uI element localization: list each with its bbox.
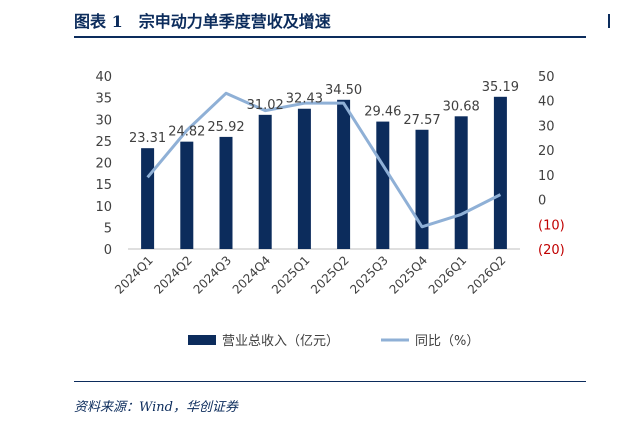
- bar: [258, 114, 272, 249]
- side-mark: [608, 14, 620, 28]
- data-label: 34.50: [325, 83, 362, 98]
- y-left-tick-label: 35: [95, 92, 112, 107]
- x-tick-label: 2025Q2: [308, 253, 352, 297]
- bar: [376, 121, 390, 249]
- figure-title: 图表 1 宗申动力单季度营收及增速: [74, 12, 331, 31]
- legend-label-revenue: 营业总收入（亿元）: [222, 334, 339, 349]
- line-series: [146, 91, 502, 229]
- bar: [180, 141, 194, 249]
- bar: [337, 99, 351, 249]
- bottom-rule: [74, 381, 586, 382]
- x-tick-label: 2025Q3: [347, 253, 391, 297]
- bar: [297, 108, 311, 249]
- legend-swatch-revenue: [188, 335, 216, 345]
- bar-series: [141, 96, 507, 250]
- x-tick-label: 2024Q2: [151, 253, 195, 297]
- bar: [454, 116, 468, 250]
- y-right-tick-label: 30: [538, 119, 555, 134]
- y-right-tick-label: (20): [538, 243, 565, 258]
- y-right-tick-label: 0: [538, 194, 546, 209]
- y-left-tick-label: 10: [95, 200, 112, 215]
- y-right-tick-label: 40: [538, 95, 555, 110]
- top-rule: [74, 36, 586, 38]
- y-right-tick-label: 50: [538, 70, 555, 85]
- data-label: 27.57: [403, 113, 440, 128]
- data-label: 32.43: [286, 92, 323, 107]
- y-left-tick-label: 40: [95, 70, 112, 85]
- x-tick-label: 2024Q4: [230, 253, 274, 297]
- legend: 营业总收入（亿元） 同比（%）: [188, 334, 479, 349]
- bar: [493, 96, 507, 249]
- data-label: 25.92: [207, 120, 244, 135]
- data-label: 30.68: [443, 99, 480, 114]
- legend-label-yoy: 同比（%）: [415, 334, 479, 349]
- y-right-tick-label: 10: [538, 169, 555, 184]
- data-label: 24.82: [168, 125, 205, 140]
- bar: [219, 136, 233, 249]
- y-right-tick-label: 20: [538, 144, 555, 159]
- y-left-tick-label: 15: [95, 178, 112, 193]
- y-right-tick-label: (10): [538, 218, 565, 233]
- y-left-tick-label: 30: [95, 113, 112, 128]
- source-note: 资料来源：Wind，华创证券: [74, 400, 238, 415]
- y-left-tick-label: 5: [104, 221, 112, 236]
- data-label: 35.19: [482, 80, 519, 95]
- yoy-line: [146, 91, 502, 229]
- y-left-tick-label: 20: [95, 157, 112, 172]
- data-label: 31.02: [247, 98, 284, 113]
- chart: 0 5 10 15 20 25 30 35 40 (20) (10) 0 10 20 30 40 50 23.…: [95, 70, 565, 349]
- x-tick-label: 2026Q2: [465, 253, 509, 297]
- y-left-tick-label: 0: [104, 243, 112, 258]
- x-tick-label: 2025Q4: [387, 253, 431, 297]
- y-left-tick-label: 25: [95, 135, 112, 150]
- x-tick-label: 2025Q1: [269, 253, 313, 297]
- bar: [415, 129, 429, 249]
- x-tick-label: 2024Q3: [191, 253, 235, 297]
- x-tick-label: 2024Q1: [112, 253, 156, 297]
- x-tick-label: 2026Q1: [426, 253, 470, 297]
- left-axis: 0 5 10 15 20 25 30 35 40: [95, 70, 112, 258]
- figure-header: 图表 1 宗申动力单季度营收及增速: [74, 8, 586, 34]
- bar: [141, 148, 155, 249]
- data-label: 29.46: [364, 105, 401, 120]
- right-axis: (20) (10) 0 10 20 30 40 50: [538, 70, 565, 258]
- data-label: 23.31: [129, 131, 166, 146]
- x-axis-ticks: 2024Q12024Q22024Q32024Q42025Q12025Q22025…: [112, 253, 508, 297]
